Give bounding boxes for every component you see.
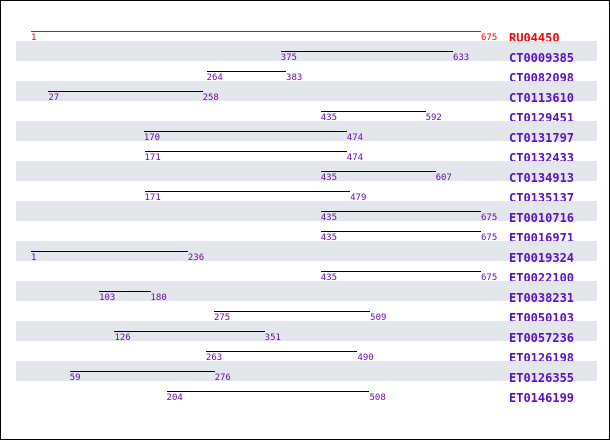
alignment-bar — [144, 151, 347, 152]
end-position-label: 258 — [202, 93, 219, 103]
end-position-label: 180 — [150, 293, 167, 303]
track-row-background — [16, 201, 597, 221]
start-position-label: 375 — [280, 53, 297, 63]
start-position-label: 126 — [114, 333, 131, 343]
end-position-label: 351 — [264, 333, 281, 343]
end-position-label: 383 — [286, 73, 303, 83]
alignment-bar — [320, 271, 481, 272]
alignment-bar — [166, 391, 370, 392]
end-position-label: 607 — [435, 173, 452, 183]
end-position-label: 633 — [452, 53, 470, 63]
alignment-bar — [320, 111, 426, 112]
alignment-bar — [320, 231, 481, 232]
start-position-label: 1 — [31, 33, 37, 43]
alignment-bar — [31, 251, 188, 252]
start-position-label: 171 — [144, 193, 161, 203]
end-position-label: 236 — [187, 253, 205, 263]
start-position-label: 435 — [320, 113, 338, 123]
accession-link[interactable]: ET0010716 — [509, 211, 575, 225]
alignment-bar — [320, 171, 436, 172]
end-position-label: 509 — [370, 313, 387, 323]
accession-link[interactable]: ET0126355 — [509, 371, 575, 385]
end-position-label: 276 — [214, 373, 231, 383]
start-position-label: 435 — [320, 213, 338, 223]
end-position-label: 675 — [481, 233, 498, 243]
end-position-label: 490 — [357, 353, 374, 363]
accession-link[interactable]: ET0019324 — [509, 251, 575, 265]
track-row-background — [16, 81, 597, 101]
accession-link[interactable]: CT0134913 — [509, 171, 575, 185]
accession-link[interactable]: CT0131797 — [509, 131, 575, 145]
alignment-bar — [320, 211, 481, 212]
alignment-bar — [48, 91, 203, 92]
accession-link[interactable]: CT0009385 — [509, 51, 575, 65]
alignment-bar — [280, 51, 453, 52]
track-row-background — [16, 161, 597, 181]
start-position-label: 435 — [320, 173, 338, 183]
start-position-label: 264 — [206, 73, 223, 83]
start-position-label: 59 — [69, 373, 81, 383]
track-row-background — [16, 281, 597, 301]
accession-link[interactable]: ET0057236 — [509, 331, 575, 345]
start-position-label: 103 — [99, 293, 116, 303]
alignment-bar — [205, 351, 358, 352]
alignment-bar — [144, 191, 351, 192]
start-position-label: 204 — [166, 393, 183, 403]
alignment-bar — [69, 371, 215, 372]
start-position-label: 435 — [320, 273, 338, 283]
end-position-label: 474 — [346, 153, 364, 163]
accession-link[interactable]: ET0038231 — [509, 291, 575, 305]
end-position-label: 479 — [350, 193, 367, 203]
accession-link[interactable]: ET0146199 — [509, 391, 575, 405]
track-row-background — [16, 321, 597, 341]
accession-link[interactable]: CT0113610 — [509, 91, 575, 105]
alignment-bar — [114, 331, 265, 332]
alignment-bar — [213, 311, 371, 312]
end-position-label: 675 — [481, 33, 498, 43]
start-position-label: 171 — [144, 153, 161, 163]
start-position-label: 263 — [205, 353, 223, 363]
start-position-label: 435 — [320, 233, 338, 243]
end-position-label: 474 — [346, 133, 364, 143]
end-position-label: 675 — [481, 213, 498, 223]
alignment-bar — [206, 71, 287, 72]
track-row-background — [16, 241, 597, 261]
end-position-label: 675 — [481, 273, 498, 283]
track-row-background — [16, 361, 597, 381]
reference-bar — [31, 31, 481, 32]
alignment-bar — [99, 291, 151, 292]
start-position-label: 1 — [31, 253, 37, 263]
start-position-label: 27 — [48, 93, 60, 103]
alignment-bar — [143, 131, 347, 132]
end-position-label: 508 — [369, 393, 386, 403]
start-position-label: 275 — [213, 313, 231, 323]
end-position-label: 592 — [425, 113, 442, 123]
start-position-label: 170 — [143, 133, 161, 143]
